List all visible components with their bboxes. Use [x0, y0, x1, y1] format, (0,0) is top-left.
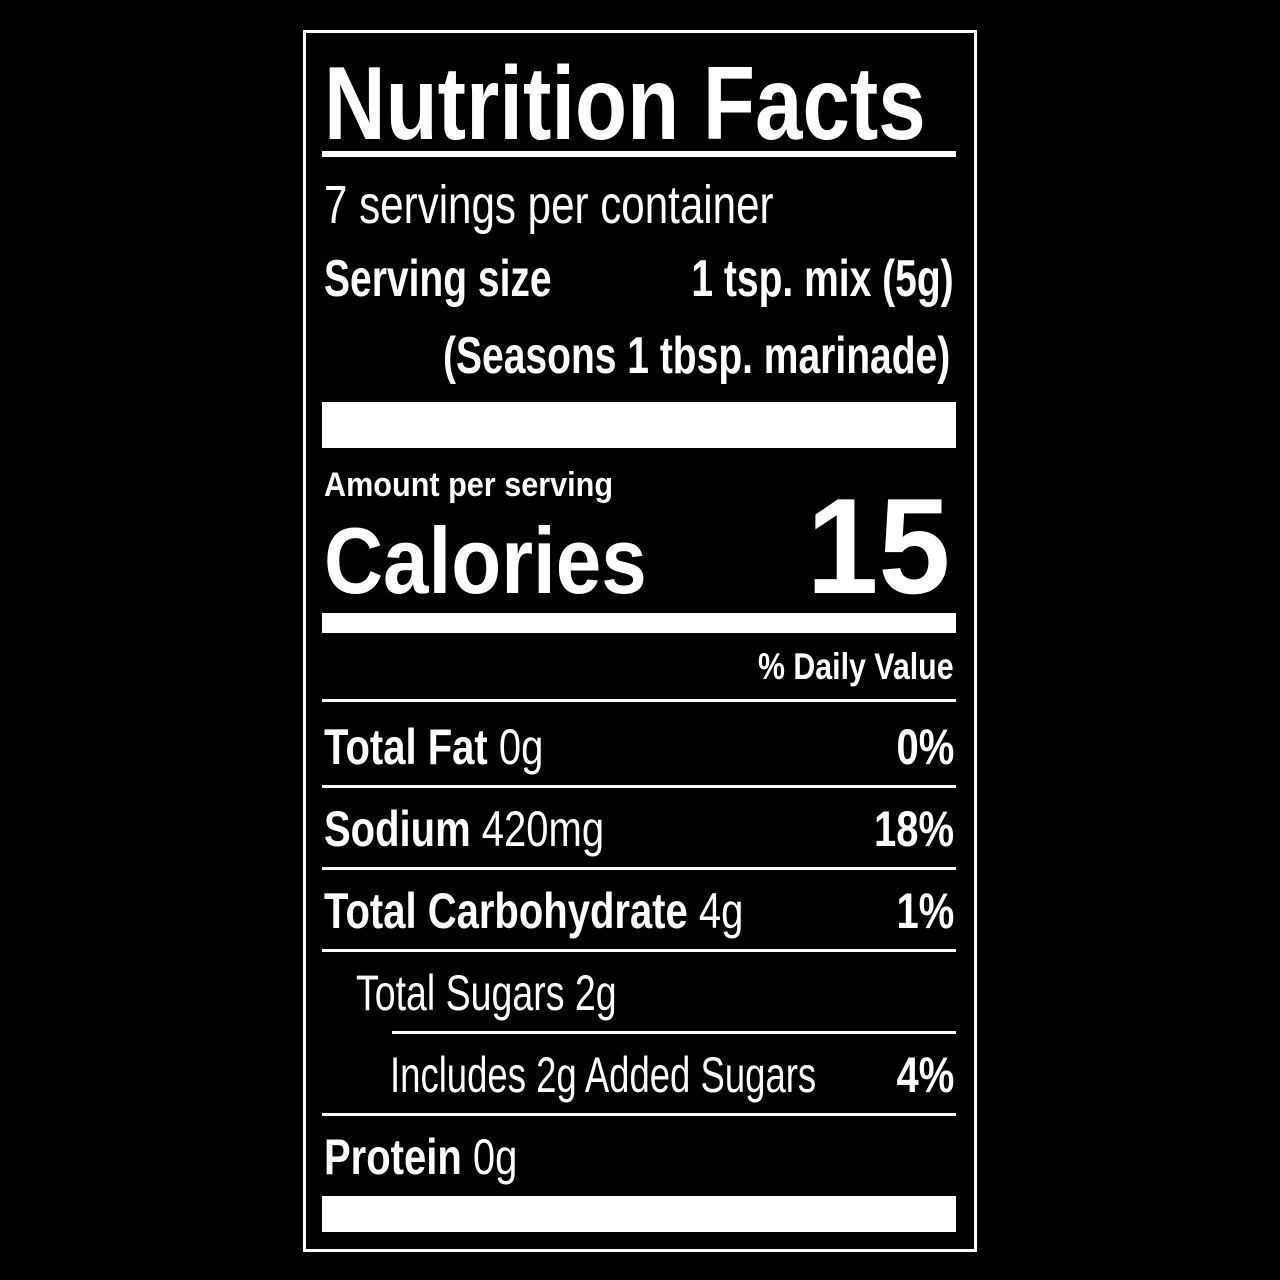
nutrient-name: Total Fat [324, 719, 488, 775]
nutrient-row-total-fat: Total Fat 0g [324, 722, 543, 772]
nutrient-row-total-sugars: Total Sugars 2g [356, 965, 617, 1021]
nutrient-amount: 0g [472, 1129, 518, 1185]
nutrient-row-total-carbohydrate: Total Carbohydrate 4g [324, 886, 743, 936]
divider [322, 151, 956, 157]
nutrient-dv: 0% [896, 719, 954, 775]
nutrient-row-sodium: Sodium 420mg [324, 804, 604, 854]
nutrient-row-added-sugars: Includes 2g Added Sugars [390, 1047, 817, 1103]
medium-bar [322, 613, 956, 633]
divider [322, 1113, 956, 1116]
thick-bar [322, 1196, 956, 1232]
divider [322, 699, 956, 702]
nutrient-dv: 1% [896, 883, 954, 939]
nutrient-row-protein: Protein 0g [324, 1132, 517, 1182]
divider [392, 1031, 956, 1034]
nutrient-dv: 18% [873, 801, 954, 857]
nutrient-name: Sodium [324, 801, 471, 857]
divider [322, 785, 956, 788]
nutrient-name: Protein [324, 1129, 462, 1185]
servings-per-container: 7 servings per container [324, 175, 774, 235]
label-title: Nutrition Facts [324, 46, 926, 162]
nutrient-name: Total Carbohydrate [324, 883, 688, 939]
amount-per-serving: Amount per serving [324, 466, 614, 504]
nutrient-amount: 4g [698, 883, 744, 939]
nutrient-dv: 4% [896, 1047, 954, 1103]
label-border [303, 30, 977, 1252]
daily-value-header: % Daily Value [758, 646, 954, 687]
divider [322, 949, 956, 952]
serving-size-note: (Seasons 1 tbsp. marinade) [442, 327, 950, 385]
serving-size-label: Serving size [324, 250, 552, 308]
calories-label: Calories [324, 508, 647, 613]
thick-bar [322, 402, 956, 448]
serving-size-value: 1 tsp. mix (5g) [691, 250, 954, 308]
nutrient-amount: 420mg [481, 801, 605, 857]
calories-value: 15 [806, 470, 950, 622]
nutrient-amount: 0g [498, 719, 544, 775]
divider [322, 867, 956, 870]
